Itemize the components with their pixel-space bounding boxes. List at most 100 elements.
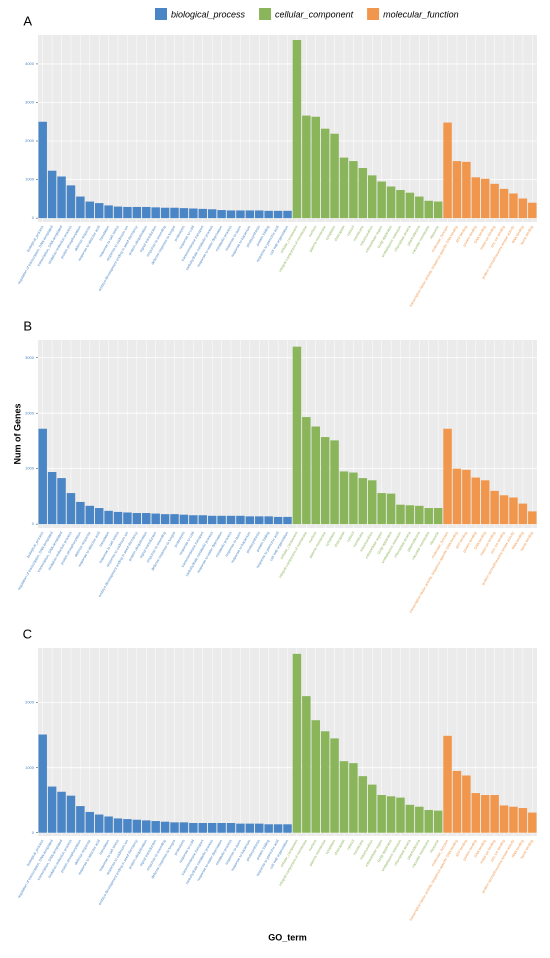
bar [452, 161, 462, 219]
bar [462, 469, 471, 525]
legend-swatch [367, 8, 380, 20]
bar [85, 201, 95, 219]
bar [151, 207, 160, 219]
bar [377, 181, 386, 219]
bar [490, 795, 499, 833]
bar [226, 210, 236, 219]
bar [123, 512, 132, 525]
bar [499, 188, 509, 219]
bar [490, 183, 499, 219]
y-tick-label: 2000 [25, 700, 35, 705]
x-tick-label: ribosome [429, 225, 440, 240]
bar [499, 805, 509, 833]
bar [264, 516, 273, 525]
bar [245, 516, 255, 525]
bar [424, 200, 433, 219]
bar [217, 822, 226, 833]
x-tick-label: cytosol [346, 839, 355, 851]
bar [283, 210, 292, 219]
x-tick-label: cytoplasm [325, 531, 337, 547]
bar [396, 797, 405, 833]
bar [339, 471, 349, 525]
bar [245, 823, 255, 833]
bar [518, 808, 528, 833]
bar [443, 428, 452, 525]
bar [236, 823, 245, 833]
bar [132, 819, 142, 833]
bar [198, 822, 208, 833]
bar [207, 515, 217, 525]
bar [396, 189, 405, 219]
bar [179, 822, 189, 833]
bar [405, 192, 415, 219]
bar [76, 196, 85, 219]
legend-swatch [155, 8, 167, 20]
bar [349, 763, 358, 833]
bar [236, 210, 245, 219]
bar [113, 511, 123, 525]
legend-label: cellular_component [275, 9, 354, 19]
bar [76, 806, 85, 833]
x-tick-label: nucleus [308, 531, 318, 544]
bar [311, 720, 320, 833]
bar [415, 806, 424, 833]
bar [311, 116, 320, 219]
y-tick-label: 3000 [25, 355, 35, 360]
bar [330, 133, 339, 219]
bar [292, 653, 302, 833]
bar [339, 761, 349, 833]
x-tick-label: ribosome [429, 531, 440, 546]
bar [132, 206, 142, 219]
bar [509, 497, 518, 525]
bar [311, 426, 320, 525]
bar [104, 510, 113, 525]
bar [509, 806, 518, 833]
x-tick-label: cytosol [346, 531, 355, 543]
bar [415, 196, 424, 219]
legend-swatch [259, 8, 272, 20]
bar [405, 804, 415, 833]
bar [123, 819, 132, 833]
y-tick-label: 1000 [25, 765, 35, 770]
bar [76, 501, 85, 525]
bar [198, 515, 208, 525]
bar [377, 795, 386, 833]
bar [480, 178, 490, 219]
bar [377, 493, 386, 525]
x-tick-label: cytoplasm [325, 839, 337, 855]
bar [292, 40, 302, 219]
bar [367, 175, 377, 219]
bar [151, 513, 160, 525]
bar [217, 210, 226, 219]
bar [142, 513, 151, 525]
x-tick-label: translation [99, 839, 111, 855]
bar [302, 417, 311, 525]
bar [273, 824, 283, 833]
bar [198, 208, 208, 219]
bar [207, 209, 217, 219]
bar [132, 513, 142, 525]
y-tick-label: 1000 [25, 466, 35, 471]
bar [330, 440, 339, 525]
x-tick-label: nucleus [308, 225, 318, 238]
bar [66, 795, 76, 833]
bar [160, 207, 170, 219]
bar [57, 176, 66, 219]
bar [292, 346, 302, 525]
bar [160, 821, 170, 833]
bar [66, 185, 76, 219]
bar [462, 161, 471, 219]
bar [386, 493, 396, 525]
bar [255, 516, 264, 525]
y-tick-label: 1000 [25, 177, 35, 182]
bar [349, 472, 358, 525]
bar [283, 516, 292, 525]
bar [57, 478, 66, 525]
bar [424, 809, 433, 833]
x-axis-label: GO_term [268, 932, 307, 942]
bar [433, 201, 443, 219]
x-tick-label: nucleus [308, 839, 318, 852]
y-tick-label: 0 [32, 830, 35, 835]
x-tick-label: cytoplasm [325, 225, 337, 241]
